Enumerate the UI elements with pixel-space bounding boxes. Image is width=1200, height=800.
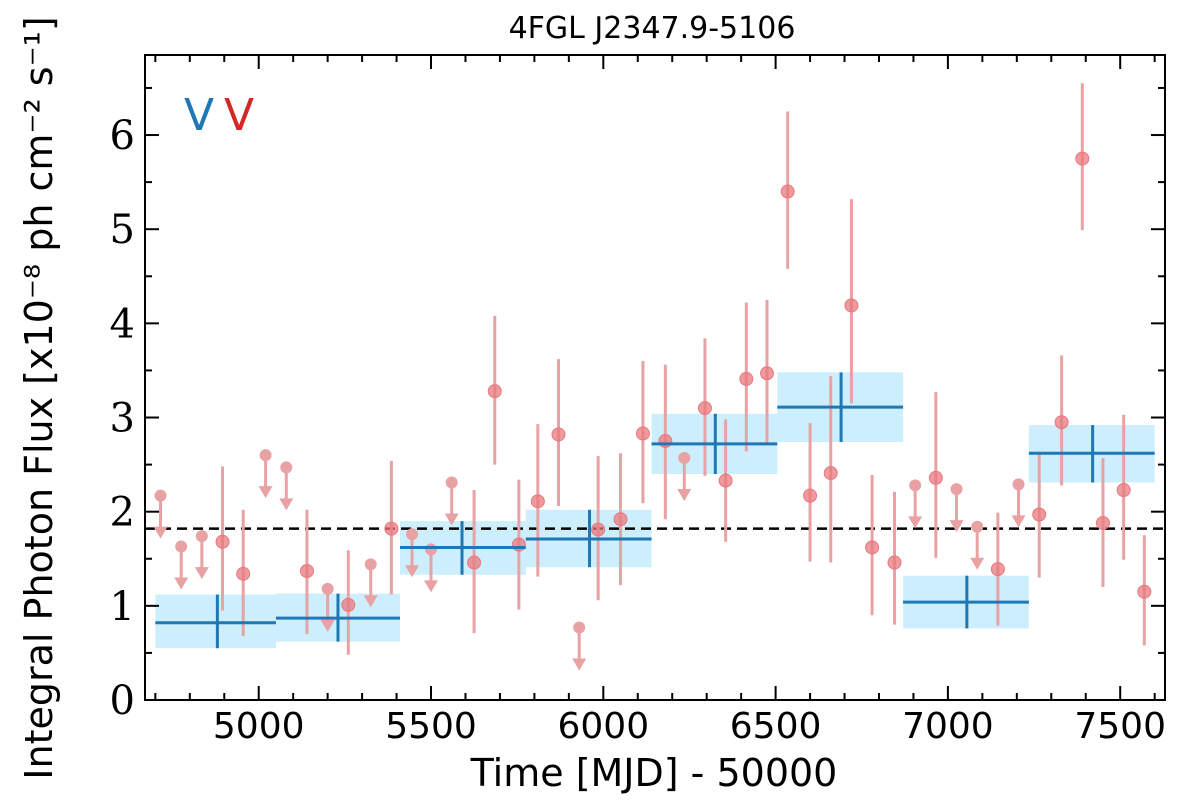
chart-title: 4FGL J2347.9-5106 (509, 11, 796, 46)
data-point (613, 512, 628, 527)
x-tick-label: 7000 (902, 706, 994, 747)
upper-limit-arrow (424, 580, 439, 593)
data-point (236, 566, 251, 581)
upper-limit-dot (425, 543, 438, 556)
x-tick-label: 7500 (1074, 706, 1166, 747)
y-tick-label: 2 (110, 490, 135, 536)
y-tick-label: 1 (110, 584, 135, 630)
upper-limit-dot (950, 483, 963, 496)
data-point (467, 555, 482, 570)
data-point (658, 434, 673, 449)
data-point (718, 473, 733, 488)
y-tick-label: 0 (110, 678, 135, 724)
data-point (299, 564, 314, 578)
data-point (511, 537, 526, 552)
data-point (865, 540, 880, 555)
upper-limit-dot (195, 530, 208, 543)
binned-flux-crosses (155, 372, 1155, 649)
data-point (551, 427, 566, 442)
upper-limit-dot (1012, 478, 1025, 491)
upper-limit-arrow (320, 619, 335, 632)
detection-error-bars (221, 83, 1146, 655)
data-point (823, 466, 838, 481)
x-tick-label: 6000 (557, 706, 649, 747)
upper-limit-dot (154, 489, 167, 502)
upper-limit-dot (909, 479, 922, 492)
data-point (1075, 151, 1090, 166)
upper-limit-dot (364, 558, 377, 571)
data-point (1095, 515, 1110, 530)
x-tick-label: 6500 (730, 706, 822, 747)
data-point (487, 384, 502, 399)
upper-limit-dot (406, 528, 419, 541)
data-point (780, 184, 795, 199)
upper-limit-arrow (1011, 515, 1026, 528)
upper-limit-arrow (258, 486, 273, 499)
data-point (803, 488, 818, 503)
upper-limit-arrow (174, 577, 189, 590)
y-axis-label: Integral Photon Flux [x10⁻⁸ ph cm⁻² s⁻¹] (17, 16, 61, 779)
detection-points (215, 151, 1152, 612)
upper-limit-arrow (194, 567, 209, 580)
data-point (1054, 415, 1069, 430)
axis-ticks (145, 55, 1165, 701)
upper-limit-dot (280, 461, 293, 474)
data-point (591, 522, 606, 537)
upper-limit-dot (445, 476, 458, 489)
data-point (215, 534, 230, 549)
y-tick-label: 6 (110, 113, 135, 159)
upper-limit-arrow (572, 658, 587, 671)
data-point (990, 562, 1005, 577)
x-tick-label: 5500 (385, 706, 477, 747)
upper-limit-arrow (444, 513, 459, 526)
data-point (341, 597, 356, 612)
x-tick-labels: 5000 5500 6000 6500 7000 7500 (213, 706, 1166, 747)
data-point (844, 298, 859, 313)
upper-limit-dot (971, 520, 984, 533)
data-point (635, 426, 650, 441)
y-tick-label: 5 (110, 207, 135, 253)
data-point (1032, 507, 1047, 522)
data-point (759, 366, 774, 381)
upper-limit-arrow (908, 516, 923, 529)
binned-uncertainty-boxes (155, 372, 1155, 649)
upper-limit-dot (573, 621, 586, 634)
upper-limit-arrow (279, 498, 294, 511)
y-tick-label: 3 (110, 396, 135, 442)
upper-limit-dot (259, 449, 272, 462)
upper-limit-arrow (405, 565, 420, 578)
x-axis-label: Time [MJD] - 50000 (470, 751, 838, 795)
upper-limit-arrow (949, 520, 964, 533)
upper-limit-dot (321, 582, 334, 595)
y-tick-label: 4 (110, 301, 135, 347)
data-point (697, 401, 712, 416)
upper-limit-arrow (677, 489, 692, 502)
data-point (530, 494, 545, 509)
upper-limit-arrow (970, 557, 985, 570)
upper-limit-arrow (153, 526, 168, 539)
data-point (739, 371, 754, 386)
upper-limit-arrow (363, 595, 378, 608)
y-tick-labels: 0 1 2 3 4 5 6 (110, 113, 135, 724)
plot-frame (144, 54, 1166, 701)
legend-marker-blue: V (184, 90, 214, 141)
data-point (928, 470, 943, 485)
data-point (384, 521, 399, 536)
data-point (1137, 584, 1152, 599)
upper-limit-dot (175, 540, 188, 553)
x-tick-label: 5000 (213, 706, 305, 747)
legend-marker-red: V (224, 90, 254, 141)
upper-limit-dot (678, 452, 691, 465)
data-point (887, 555, 902, 570)
data-point (1116, 483, 1131, 498)
